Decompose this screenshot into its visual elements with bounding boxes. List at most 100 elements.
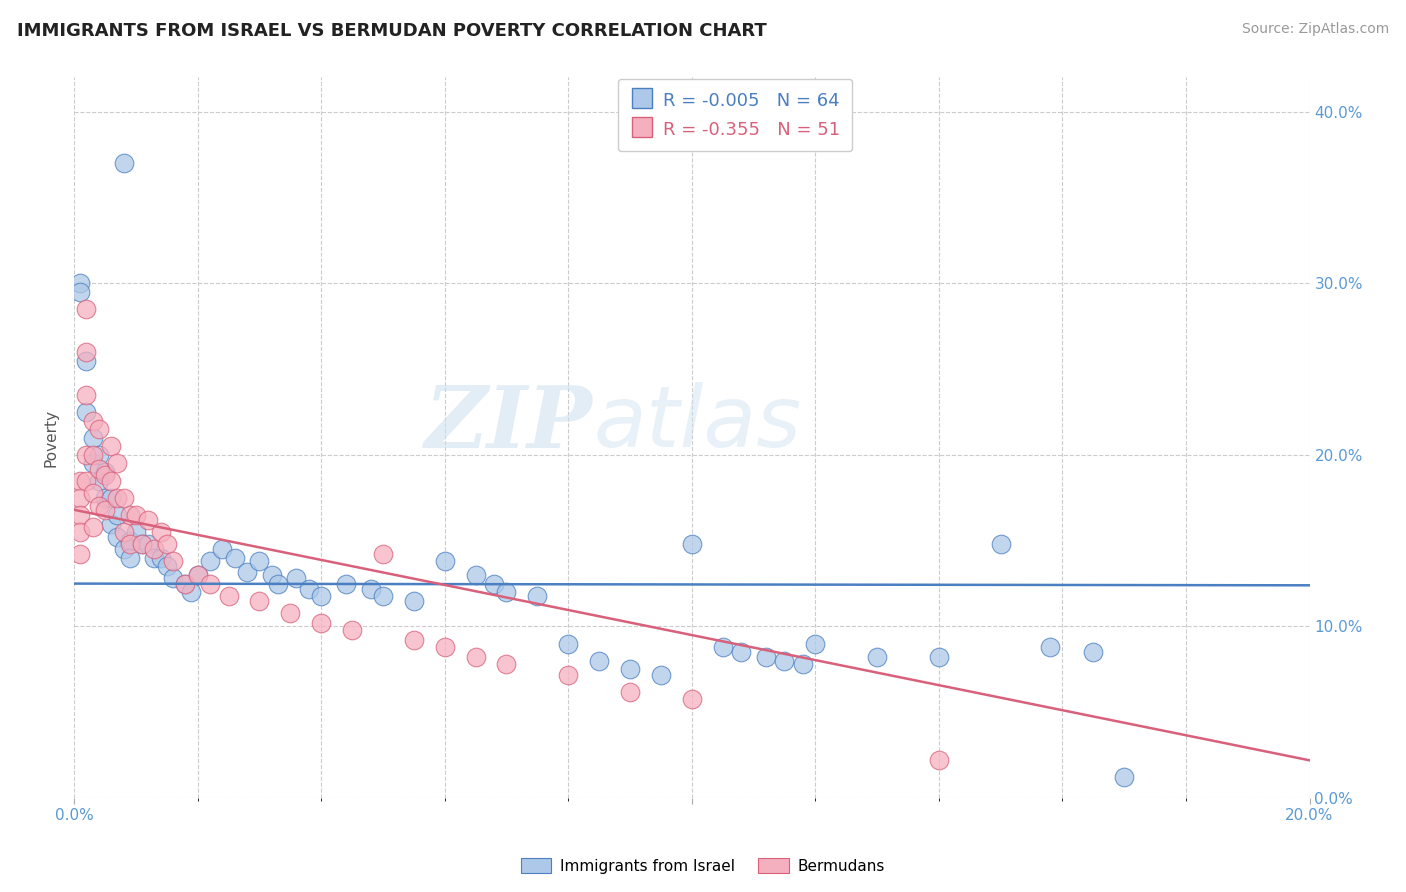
Point <box>792 657 814 672</box>
Point <box>464 650 486 665</box>
Point <box>112 542 135 557</box>
Point <box>1083 645 1105 659</box>
Point <box>433 554 456 568</box>
Point <box>87 422 110 436</box>
Point <box>557 637 579 651</box>
Point <box>174 576 197 591</box>
Point <box>82 448 104 462</box>
Point <box>125 508 148 522</box>
Point <box>309 589 332 603</box>
Point <box>125 525 148 540</box>
Point <box>218 589 240 603</box>
Point <box>260 568 283 582</box>
Point <box>131 537 153 551</box>
Point <box>928 753 950 767</box>
Point <box>309 615 332 630</box>
Point <box>131 537 153 551</box>
Point <box>105 457 128 471</box>
Point <box>87 474 110 488</box>
Point <box>180 585 202 599</box>
Point <box>105 491 128 505</box>
Point <box>402 593 425 607</box>
Point <box>804 637 827 651</box>
Point <box>464 568 486 582</box>
Point <box>335 576 357 591</box>
Point <box>75 388 97 402</box>
Point <box>285 571 308 585</box>
Point <box>87 448 110 462</box>
Point <box>149 525 172 540</box>
Point <box>162 554 184 568</box>
Point <box>236 565 259 579</box>
Point <box>94 465 117 479</box>
Point <box>118 550 141 565</box>
Point <box>1114 771 1136 785</box>
Point <box>94 491 117 505</box>
Point <box>105 508 128 522</box>
Point <box>149 550 172 565</box>
Point <box>156 537 179 551</box>
Point <box>75 301 97 316</box>
Point <box>247 554 270 568</box>
Point <box>619 662 641 676</box>
Point <box>105 530 128 544</box>
Point <box>711 640 734 654</box>
Point <box>340 623 363 637</box>
Point <box>143 550 166 565</box>
Point <box>69 277 91 291</box>
Point <box>1039 640 1062 654</box>
Text: IMMIGRANTS FROM ISRAEL VS BERMUDAN POVERTY CORRELATION CHART: IMMIGRANTS FROM ISRAEL VS BERMUDAN POVER… <box>17 22 766 40</box>
Point <box>69 474 91 488</box>
Point <box>112 525 135 540</box>
Point <box>402 633 425 648</box>
Point <box>82 457 104 471</box>
Point <box>69 508 91 522</box>
Point <box>112 491 135 505</box>
Y-axis label: Poverty: Poverty <box>44 409 58 467</box>
Point <box>118 537 141 551</box>
Point <box>112 156 135 170</box>
Point <box>298 582 321 596</box>
Point <box>371 548 394 562</box>
Point <box>75 448 97 462</box>
Point <box>681 691 703 706</box>
Point <box>211 542 233 557</box>
Point <box>75 345 97 359</box>
Point <box>495 585 517 599</box>
Point <box>100 516 122 531</box>
Point <box>100 491 122 505</box>
Point <box>69 285 91 299</box>
Point <box>162 571 184 585</box>
Point <box>94 503 117 517</box>
Point <box>619 684 641 698</box>
Point <box>174 576 197 591</box>
Point <box>773 654 796 668</box>
Point <box>866 650 889 665</box>
Point <box>118 508 141 522</box>
Point <box>224 550 246 565</box>
Text: Source: ZipAtlas.com: Source: ZipAtlas.com <box>1241 22 1389 37</box>
Point <box>371 589 394 603</box>
Point <box>100 474 122 488</box>
Point <box>247 593 270 607</box>
Point <box>75 474 97 488</box>
Point <box>495 657 517 672</box>
Point <box>650 667 672 681</box>
Point <box>87 500 110 514</box>
Point <box>681 537 703 551</box>
Point <box>87 461 110 475</box>
Point <box>187 568 209 582</box>
Point <box>526 589 548 603</box>
Point <box>433 640 456 654</box>
Point <box>136 537 159 551</box>
Point <box>267 576 290 591</box>
Point <box>143 542 166 557</box>
Point <box>94 468 117 483</box>
Point <box>69 525 91 540</box>
Point <box>82 431 104 445</box>
Text: atlas: atlas <box>593 382 801 465</box>
Text: ZIP: ZIP <box>425 382 593 465</box>
Point <box>69 491 91 505</box>
Point <box>69 548 91 562</box>
Point <box>557 667 579 681</box>
